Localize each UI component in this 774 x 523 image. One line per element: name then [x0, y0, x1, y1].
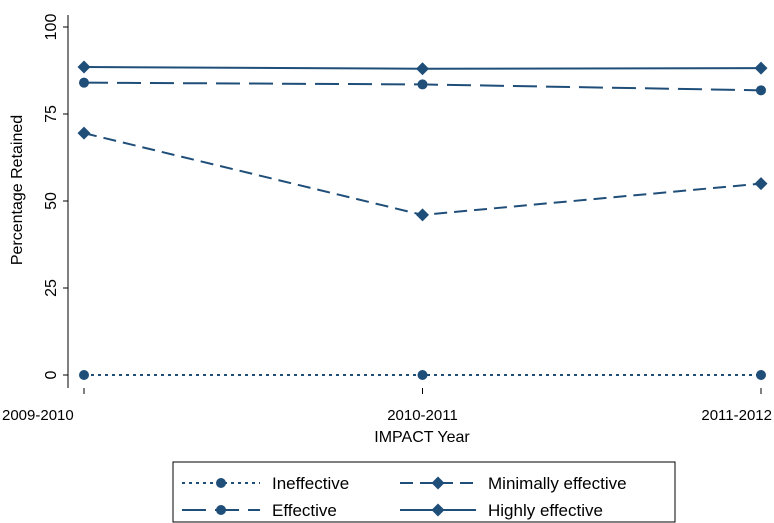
- legend: Ineffective Minimally effective Effective H…: [172, 461, 676, 523]
- series-layer: [77, 60, 768, 380]
- legend-swatch-marker: [431, 503, 445, 517]
- legend-label: Effective: [272, 501, 337, 520]
- legend-item: Ineffective: [182, 474, 349, 493]
- data-point: [756, 85, 766, 96]
- y-tick-label: 25: [43, 279, 60, 297]
- y-tick-label: 100: [43, 14, 60, 41]
- data-point: [77, 126, 91, 140]
- legend-swatch-marker: [431, 476, 445, 490]
- series-2: [79, 77, 766, 96]
- legend-item: Effective: [182, 501, 337, 520]
- legend-item: Highly effective: [400, 501, 603, 520]
- data-point: [756, 370, 766, 380]
- y-ticks: 0 25 50 75 100: [43, 14, 68, 379]
- x-tick-label: 2010-2011: [387, 407, 458, 424]
- data-point: [79, 370, 89, 380]
- data-point: [754, 61, 768, 75]
- series-3: [77, 60, 768, 76]
- data-point: [416, 208, 429, 222]
- y-tick-label: 50: [43, 192, 60, 210]
- data-point: [754, 177, 768, 191]
- series-0: [79, 370, 766, 380]
- data-point: [416, 62, 429, 76]
- series-line: [83, 132, 762, 216]
- legend-swatch-marker: [216, 478, 226, 488]
- x-axis-title: IMPACT Year: [374, 429, 470, 446]
- y-tick-label: 75: [43, 105, 60, 123]
- x-tick-label: 2009-2010: [2, 407, 74, 424]
- data-point: [417, 370, 428, 380]
- legend-item: Minimally effective: [400, 474, 627, 493]
- y-tick-label: 0: [43, 370, 60, 379]
- data-point: [77, 60, 91, 74]
- legend-box: [172, 461, 676, 523]
- legend-label: Highly effective: [488, 501, 603, 520]
- data-point: [417, 79, 428, 90]
- y-axis-title: Percentage Retained: [9, 115, 26, 265]
- x-ticks: 2009-2010 2010-2011 2011-2012: [2, 388, 772, 424]
- series-1: [77, 126, 768, 222]
- legend-label: Minimally effective: [488, 474, 627, 493]
- legend-swatch-marker: [216, 505, 226, 515]
- data-point: [79, 77, 89, 88]
- legend-label: Ineffective: [272, 474, 349, 493]
- x-tick-label: 2011-2012: [701, 407, 772, 424]
